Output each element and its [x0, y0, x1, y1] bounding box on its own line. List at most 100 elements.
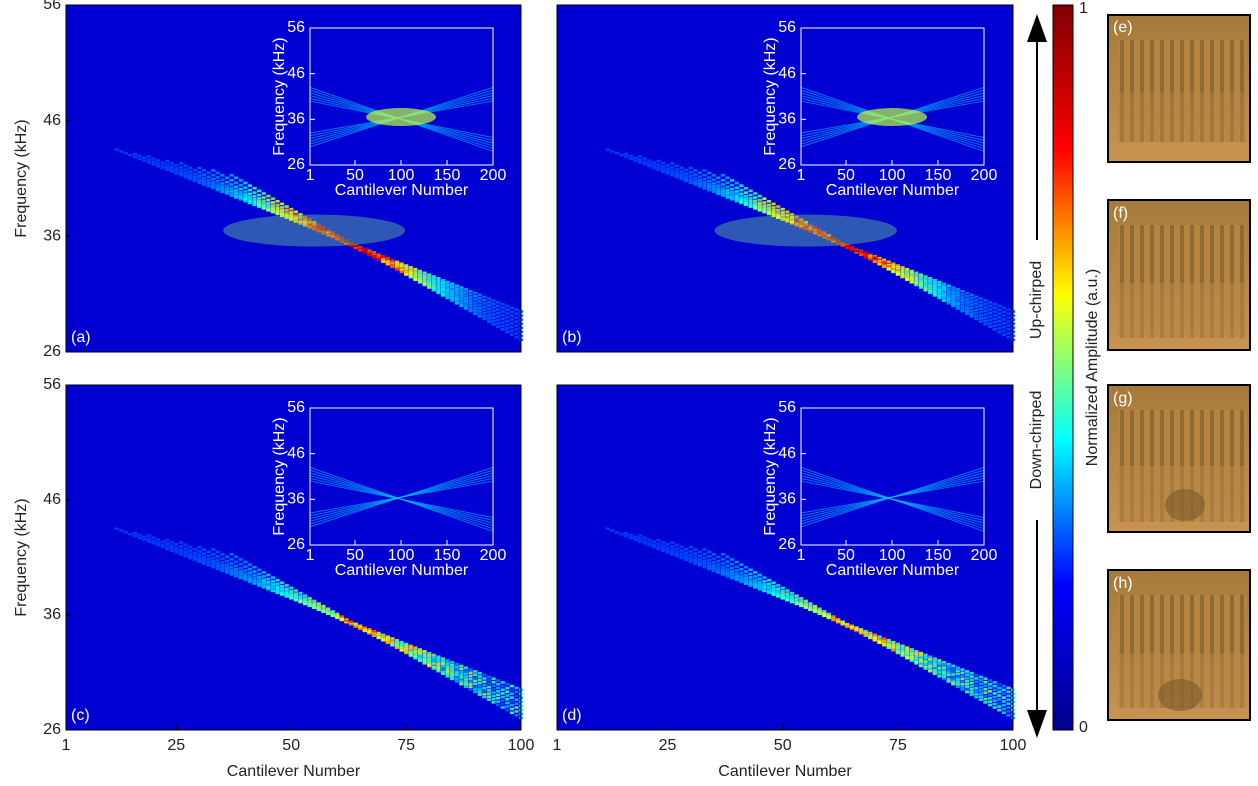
heatmap-streak — [440, 657, 446, 660]
heatmap-streak — [720, 568, 726, 571]
heatmap-streak — [656, 542, 661, 545]
heatmap-streak — [463, 302, 469, 306]
heatmap-streak — [702, 548, 707, 551]
heatmap-streak — [978, 307, 983, 311]
heatmap-streak — [454, 678, 459, 681]
heatmap-streak — [178, 545, 184, 548]
heatmap-streak — [183, 550, 188, 553]
heatmap-streak — [693, 552, 698, 555]
heatmap-streak — [325, 609, 331, 613]
heatmap-streak — [367, 249, 372, 253]
heatmap-streak — [252, 573, 257, 577]
heatmap-streak — [188, 166, 193, 170]
heatmap-streak — [932, 288, 937, 292]
heatmap-streak — [983, 677, 988, 681]
heatmap-streak — [743, 186, 749, 190]
heatmap-streak — [404, 267, 409, 271]
heatmap-streak — [697, 183, 702, 187]
heatmap-bg — [66, 385, 521, 730]
heatmap-streak — [660, 540, 666, 544]
heatmap-streak — [941, 293, 947, 296]
heatmap-streak — [197, 560, 202, 563]
heatmap-streak — [665, 549, 670, 552]
heatmap-streak — [868, 631, 873, 635]
heatmap-streak — [665, 170, 670, 173]
heatmap-streak — [477, 309, 482, 313]
heatmap-streak — [808, 225, 813, 229]
photos: (e) (f) (g) (h) — [1107, 14, 1251, 721]
heatmap-streak — [725, 572, 730, 575]
heatmap-streak — [293, 594, 298, 598]
heatmap-streak — [882, 258, 887, 262]
heatmap-streak — [252, 576, 257, 580]
heatmap-streak — [220, 187, 225, 191]
heatmap-streak — [413, 273, 418, 277]
heatmap-streak — [312, 223, 317, 227]
heatmap-streak — [951, 675, 956, 679]
heatmap-streak — [215, 550, 220, 554]
heatmap-streak — [688, 174, 693, 178]
heatmap-streak — [776, 211, 781, 214]
heatmap-streak — [477, 312, 482, 315]
heatmap-streak — [463, 683, 469, 686]
heatmap-streak — [716, 176, 721, 180]
heatmap-streak — [969, 309, 974, 313]
heatmap-streak — [725, 188, 730, 192]
heatmap-streak — [169, 170, 174, 173]
heatmap-streak — [206, 562, 211, 566]
heatmap-streak — [169, 547, 174, 550]
heatmap-streak — [394, 260, 400, 264]
heatmap-streak — [500, 302, 505, 306]
heatmap-streak — [348, 620, 354, 624]
heatmap-streak — [284, 205, 289, 208]
heatmap-streak — [697, 185, 702, 188]
heatmap-streak — [905, 653, 910, 657]
heatmap-streak — [440, 664, 446, 668]
heatmap-streak — [496, 322, 501, 325]
heatmap-streak — [960, 677, 965, 681]
heatmap-streak — [914, 276, 919, 279]
heatmap-streak — [955, 294, 960, 297]
heatmap-streak — [505, 308, 510, 312]
heatmap-streak — [928, 277, 933, 280]
x-axis-label: Cantilever Number — [718, 763, 852, 780]
heatmap-streak — [238, 558, 243, 561]
heatmap-streak — [473, 670, 478, 673]
heatmap-streak — [183, 547, 188, 550]
heatmap-streak — [969, 296, 974, 300]
heatmap-streak — [123, 531, 128, 534]
heatmap-streak — [293, 210, 298, 214]
heatmap-streak — [339, 238, 344, 241]
heatmap-streak — [280, 208, 285, 212]
heatmap-streak — [969, 681, 974, 685]
heatmap-streak — [914, 283, 919, 287]
heatmap-streak — [243, 181, 248, 185]
heatmap-streak — [992, 692, 997, 695]
heatmap-streak — [794, 600, 799, 604]
heatmap-streak — [748, 572, 753, 576]
heatmap-streak — [835, 617, 841, 621]
heatmap-streak — [270, 208, 276, 211]
heatmap-streak — [417, 650, 423, 654]
heatmap-streak — [932, 667, 937, 670]
heatmap-streak — [886, 267, 891, 271]
heatmap-streak — [923, 282, 928, 285]
heatmap-streak — [992, 684, 997, 688]
heatmap-streak — [146, 540, 151, 543]
heatmap-streak — [941, 673, 947, 677]
heatmap-streak — [918, 282, 924, 285]
heatmap-streak — [330, 611, 335, 615]
heatmap-streak — [780, 595, 785, 599]
heatmap-streak — [491, 322, 496, 326]
heatmap-streak — [808, 223, 813, 227]
heatmap-streak — [500, 324, 505, 328]
heatmap-streak — [247, 199, 253, 203]
x-tick-label: 200 — [971, 547, 998, 564]
heatmap-streak — [252, 191, 257, 194]
heatmap-streak — [436, 282, 441, 285]
heatmap-streak — [463, 666, 469, 670]
heatmap-streak — [674, 175, 679, 179]
heatmap-streak — [500, 706, 505, 709]
heatmap-streak — [473, 673, 478, 676]
heatmap-streak — [720, 557, 726, 561]
